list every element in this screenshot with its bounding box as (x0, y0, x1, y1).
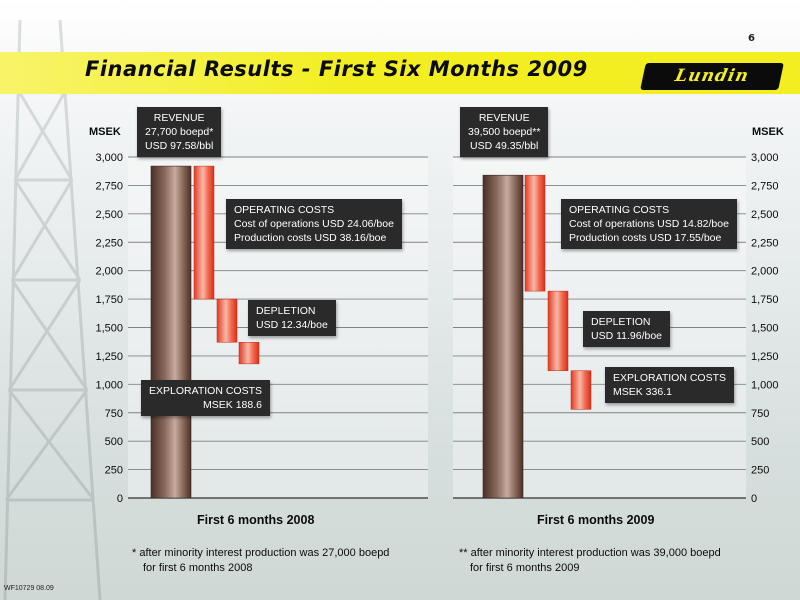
production-costs: Production costs USD 38.16/boe (234, 232, 387, 244)
right-tick-label: 3,000 (751, 152, 779, 164)
production-costs: Production costs USD 17.55/boe (569, 232, 722, 244)
operating-costs-label: OPERATING COSTS (234, 204, 335, 216)
depletion-value: USD 12.34/boe (256, 319, 328, 331)
exploration-value: MSEK 336.1 (613, 386, 672, 398)
cost-step-bar (570, 370, 592, 410)
footnote-2008-line2: for first 6 months 2008 (143, 562, 253, 574)
exploration-callout-2008: EXPLORATION COSTS MSEK 188.6 (141, 380, 270, 416)
revenue-boepd: 27,700 boepd* (145, 126, 214, 138)
cost-of-operations: Cost of operations USD 14.82/boe (569, 218, 729, 230)
page-number: 6 (748, 33, 755, 44)
left-tick-label: 1,000 (95, 379, 123, 391)
revenue-bar (482, 174, 524, 499)
left-tick-label: 2,250 (95, 237, 123, 249)
right-tick-label: 1,250 (751, 351, 779, 363)
left-tick-label: 2,750 (95, 180, 123, 192)
derrick-illustration (3, 19, 102, 600)
exploration-label: EXPLORATION COSTS (613, 372, 726, 384)
cost-step-bar (193, 165, 215, 300)
footnote-2008-line1: * after minority interest production was… (132, 547, 390, 559)
right-tick-label: 1,750 (751, 294, 779, 306)
right-tick-label: 250 (751, 465, 769, 477)
footnote-2009-line1: ** after minority interest production wa… (459, 547, 721, 559)
depletion-value: USD 11.96/boe (591, 330, 663, 342)
exploration-value: MSEK 188.6 (203, 399, 262, 411)
left-tick-label: 3,000 (95, 152, 123, 164)
exploration-label: EXPLORATION COSTS (149, 385, 262, 397)
revenue-label: REVENUE (478, 112, 530, 124)
left-tick-label: 1,250 (95, 351, 123, 363)
revenue-callout-2009: REVENUE 39,500 boepd** USD 49.35/bbl (460, 107, 549, 157)
cost-step-bar (216, 298, 238, 343)
left-tick-label: 1,750 (95, 294, 123, 306)
left-tick-label: 1,500 (95, 323, 123, 335)
depletion-label: DEPLETION (256, 305, 316, 317)
photo-background (0, 95, 800, 600)
left-tick-label: 0 (117, 493, 123, 505)
left-axis-unit: MSEK (89, 126, 121, 138)
left-tick-label: 2,500 (95, 209, 123, 221)
right-tick-label: 750 (751, 408, 769, 420)
depletion-callout-2009: DEPLETION USD 11.96/boe (583, 311, 671, 347)
document-code: WF10729 08.09 (4, 585, 54, 592)
cost-step-bar (547, 290, 569, 371)
revenue-bar (150, 165, 192, 499)
cost-step-bar (238, 342, 260, 365)
footnote-2009-line2: for first 6 months 2009 (470, 562, 580, 574)
right-tick-label: 1,000 (751, 379, 779, 391)
revenue-price: USD 97.58/bbl (145, 140, 214, 152)
right-tick-label: 0 (751, 493, 757, 505)
page-title: Financial Results - First Six Months 200… (85, 57, 588, 81)
right-axis-unit: MSEK (752, 126, 784, 138)
revenue-label: REVENUE (153, 112, 205, 124)
exploration-callout-2009: EXPLORATION COSTS MSEK 336.1 (605, 367, 734, 403)
right-tick-label: 2,250 (751, 237, 779, 249)
left-tick-label: 2,000 (95, 266, 123, 278)
revenue-price: USD 49.35/bbl (470, 140, 539, 152)
operating-costs-callout-2009: OPERATING COSTS Cost of operations USD 1… (561, 199, 737, 249)
footnote-2008: * after minority interest production was… (132, 546, 389, 576)
right-tick-label: 2,750 (751, 180, 779, 192)
left-tick-label: 250 (105, 465, 123, 477)
left-tick-label: 750 (105, 408, 123, 420)
x-axis-title-2008: First 6 months 2008 (197, 513, 315, 527)
right-tick-label: 500 (751, 436, 769, 448)
right-tick-label: 1,500 (751, 323, 779, 335)
depletion-label: DEPLETION (591, 316, 651, 328)
footnote-2009: ** after minority interest production wa… (459, 546, 721, 576)
revenue-boepd: 39,500 boepd** (468, 126, 541, 138)
x-axis-title-2009: First 6 months 2009 (537, 513, 655, 527)
right-tick-label: 2,000 (751, 266, 779, 278)
operating-costs-label: OPERATING COSTS (569, 204, 670, 216)
operating-costs-callout-2008: OPERATING COSTS Cost of operations USD 2… (226, 199, 402, 249)
left-tick-label: 500 (105, 436, 123, 448)
cost-of-operations: Cost of operations USD 24.06/boe (234, 218, 394, 230)
depletion-callout-2008: DEPLETION USD 12.34/boe (248, 300, 336, 336)
right-tick-label: 2,500 (751, 209, 779, 221)
cost-step-bar (524, 174, 546, 292)
revenue-callout-2008: REVENUE 27,700 boepd* USD 97.58/bbl (137, 107, 222, 157)
